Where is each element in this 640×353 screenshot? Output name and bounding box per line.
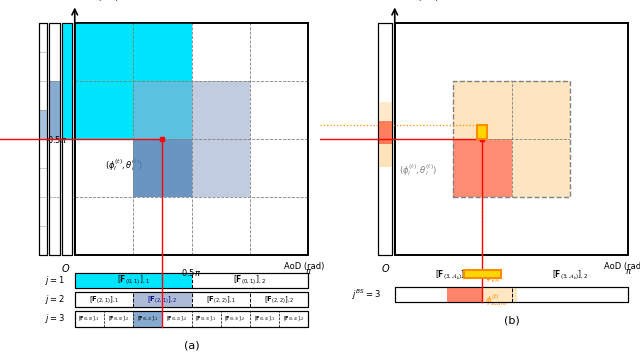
Text: $[\mathbf{F}_{(3,\mathcal{A}_k)}]_{,2}$: $[\mathbf{F}_{(3,\mathcal{A}_k)}]_{,2}$ [552,269,588,282]
Bar [75,273,191,288]
Text: AoA (rad): AoA (rad) [399,0,439,2]
Bar [62,23,72,256]
Bar [395,287,628,302]
Text: $j=2$: $j=2$ [45,293,65,306]
Bar [75,292,308,307]
Bar [75,273,308,288]
Bar [378,139,392,167]
Bar [39,23,47,256]
Text: $[\mathbf{F}_{(0,1)}]_{,1}$: $[\mathbf{F}_{(0,1)}]_{,1}$ [116,274,150,287]
Text: AoA (rad): AoA (rad) [79,0,119,2]
Text: $[\mathbf{F}_{(0,2)}]_{,2}$: $[\mathbf{F}_{(0,2)}]_{,2}$ [166,315,188,323]
Text: $0.5\pi$: $0.5\pi$ [181,267,202,278]
Bar [511,139,570,197]
Bar [133,311,163,327]
Bar [49,23,60,256]
Text: $[\mathbf{F}_{(0,3)}]_{,2}$: $[\mathbf{F}_{(0,3)}]_{,2}$ [225,315,246,323]
Bar [511,81,570,139]
Text: $j=3$: $j=3$ [45,312,65,325]
Bar [133,292,191,307]
Bar [75,311,308,327]
Bar [75,23,308,256]
Text: $[\mathbf{F}_{(0,4)}]_{,2}$: $[\mathbf{F}_{(0,4)}]_{,2}$ [283,315,305,323]
Bar [477,125,488,139]
Text: $\phi_{VA}^{(t)}$: $\phi_{VA}^{(t)}$ [484,269,500,285]
Text: $[\mathbf{F}_{(0,0)}]_{,2}$: $[\mathbf{F}_{(0,0)}]_{,2}$ [108,315,129,323]
Text: $j^{BS}=3$: $j^{BS}=3$ [352,287,381,301]
Text: $(\phi_l^{(t)},\theta_l^{(t)})$: $(\phi_l^{(t)},\theta_l^{(t)})$ [105,158,143,173]
Bar [453,81,570,197]
Text: $O$: $O$ [61,262,70,274]
Bar [39,110,47,139]
Text: $O$: $O$ [381,262,390,274]
Text: $[\mathbf{F}_{(2,2)}]_{,1}$: $[\mathbf{F}_{(2,2)}]_{,1}$ [205,294,236,305]
Text: $[\mathbf{F}_{(0,3)}]_{,1}$: $[\mathbf{F}_{(0,3)}]_{,1}$ [195,315,217,323]
Bar [133,139,191,197]
Text: $\phi_{scale}^{(t)}$: $\phi_{scale}^{(t)}$ [484,293,507,308]
Bar [75,273,308,288]
Bar [75,292,308,307]
Bar [39,23,47,256]
Bar [378,121,392,144]
Text: $j=1$: $j=1$ [45,274,65,287]
Bar [133,81,250,197]
Text: $[\mathbf{F}_{(2,2)}]_{,2}$: $[\mathbf{F}_{(2,2)}]_{,2}$ [264,294,294,305]
Text: $\pi$: $\pi$ [305,267,312,276]
Bar [378,102,392,121]
Bar [75,23,191,139]
Bar [49,23,60,256]
Bar [378,23,392,256]
Bar [49,81,60,139]
Text: $(\phi_l^{(t)},\theta_l^{(t)})$: $(\phi_l^{(t)},\theta_l^{(t)})$ [399,163,438,178]
Text: AoD (rad): AoD (rad) [284,262,324,271]
Bar [453,81,511,139]
Text: $[\mathbf{F}_{(0,0)}]_{,1}$: $[\mathbf{F}_{(0,0)}]_{,1}$ [79,315,100,323]
Bar [75,23,308,256]
Text: $[\mathbf{F}_{(0,4)}]_{,1}$: $[\mathbf{F}_{(0,4)}]_{,1}$ [253,315,275,323]
Bar [75,311,308,327]
Text: $[\mathbf{F}_{(2,1)}]_{,2}$: $[\mathbf{F}_{(2,1)}]_{,2}$ [147,294,177,305]
Text: $[\mathbf{F}_{(0,1)}]_{,2}$: $[\mathbf{F}_{(0,1)}]_{,2}$ [234,274,266,287]
Bar [378,23,392,256]
Text: $\pi$: $\pi$ [625,267,632,276]
Bar [447,287,483,302]
Bar [463,270,501,278]
Text: $[\mathbf{F}_{(2,1)}]_{,1}$: $[\mathbf{F}_{(2,1)}]_{,1}$ [89,294,119,305]
Bar [62,23,72,139]
Text: $0.5\pi$: $0.5\pi$ [47,134,68,145]
Bar [395,287,628,302]
Text: $[\mathbf{F}_{(0,2)}]_{,1}$: $[\mathbf{F}_{(0,2)}]_{,1}$ [137,315,159,323]
Text: (b): (b) [504,316,520,326]
Bar [483,287,517,302]
Text: (a): (a) [184,340,199,351]
Bar [395,23,628,256]
Bar [453,139,511,197]
Bar [395,23,628,256]
Bar [62,23,72,256]
Text: AoD (rad): AoD (rad) [604,262,640,271]
Text: $[\mathbf{F}_{(3,\mathcal{A}_k)}]_{,1}$: $[\mathbf{F}_{(3,\mathcal{A}_k)}]_{,1}$ [435,269,471,282]
